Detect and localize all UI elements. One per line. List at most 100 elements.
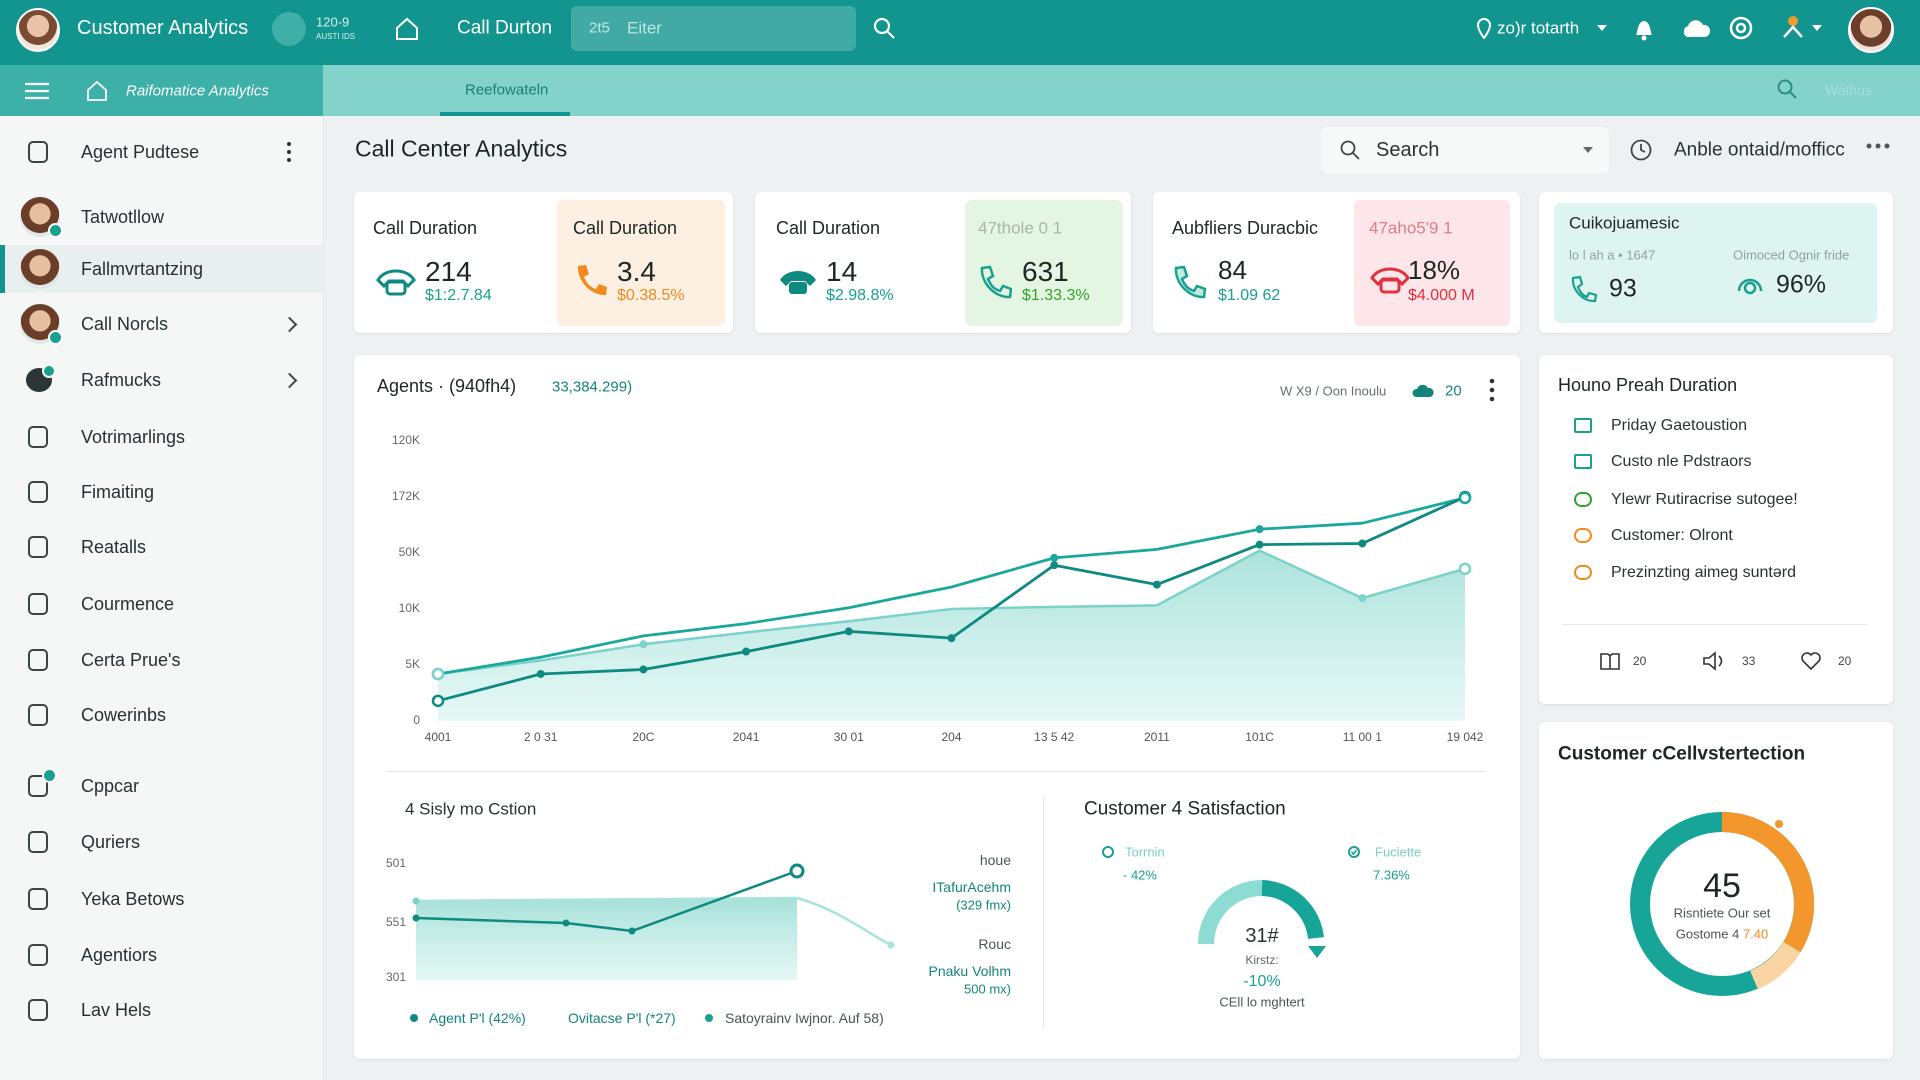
point	[1050, 561, 1059, 570]
point	[431, 667, 445, 681]
phone-icon	[1174, 265, 1207, 299]
more-icon[interactable]	[1866, 142, 1890, 150]
search-label: Search	[1376, 139, 1440, 161]
legend-label[interactable]: Ovitacse P'l (*27)	[568, 1010, 676, 1026]
nav-link[interactable]: Call Durton	[457, 17, 553, 39]
y-tick-label: 50K	[399, 545, 420, 559]
y-tick-label: 5K	[405, 657, 420, 671]
y-tick-label: 551	[386, 915, 406, 929]
tab[interactable]: Reefowateln	[465, 81, 549, 99]
list-item[interactable]: Customer: Olront	[1611, 527, 1733, 544]
point	[1358, 539, 1367, 548]
point	[1358, 594, 1367, 603]
point	[742, 647, 751, 656]
badge-sub: AUSTI IDS	[316, 32, 356, 41]
sidebar-item[interactable]	[0, 523, 323, 571]
search-box[interactable]	[571, 6, 856, 51]
donut-segment	[1721, 811, 1815, 953]
sidebar-label: Rafmucks	[81, 370, 162, 390]
kpi-highlight-label: Call Duration	[573, 218, 678, 238]
legend-dot	[705, 1014, 713, 1022]
status-dot	[48, 330, 63, 345]
user-avatar[interactable]	[16, 8, 60, 52]
more-icon[interactable]	[1488, 378, 1496, 402]
kebab-dot[interactable]	[287, 150, 291, 154]
cloud-icon[interactable]	[1680, 17, 1712, 39]
point	[536, 669, 545, 678]
sub-search-hint: Wathus	[1825, 82, 1872, 98]
trend-marker	[562, 919, 570, 927]
trend-marker	[412, 914, 420, 922]
item-icon	[28, 888, 48, 910]
x-tick-label: 13 5 42	[1034, 730, 1074, 744]
point	[844, 627, 853, 636]
legend-label[interactable]: Agent P'l (42%)	[429, 1010, 526, 1026]
sidebar-label: Agentiors	[81, 945, 158, 965]
breadcrumb[interactable]: Raifomatice Analytics	[126, 82, 269, 100]
satisfaction-left-label: Torrnin	[1125, 844, 1165, 860]
kpi-highlight-value: 3.4	[617, 256, 656, 287]
x-tick-label: 19 042	[1447, 730, 1484, 744]
list-item[interactable]: Custo nle Pdstraors	[1611, 453, 1752, 470]
filter-label[interactable]: Anble ontaid/mofficc	[1674, 139, 1845, 161]
sidebar-item[interactable]	[0, 986, 323, 1034]
donut-line: Risntiete Our set	[1673, 905, 1771, 921]
trend-chart: 501 551 301	[386, 856, 895, 984]
x-tick-label: 2041	[733, 730, 760, 744]
list-icon	[1574, 492, 1592, 507]
y-tick-label: 501	[386, 856, 406, 870]
list-item[interactable]: Prezinzting aimeg suntərd	[1611, 564, 1796, 581]
sidebar-label: Call Norcls	[81, 314, 169, 334]
point	[1255, 540, 1264, 549]
legend-label[interactable]: Satoyrainv Iwjnor. Auf 58)	[725, 1010, 884, 1026]
kebab-dot[interactable]	[287, 142, 291, 146]
target-icon[interactable]	[1728, 15, 1754, 41]
trend-label: houe	[979, 852, 1011, 868]
list-item[interactable]: Ylewr Rutiracrise sutogee!	[1611, 491, 1798, 508]
stat-value: 20	[1633, 654, 1647, 668]
trend-label: Pnaku Volhm	[928, 963, 1012, 979]
sidebar-item[interactable]	[0, 818, 323, 866]
menu-icon[interactable]	[25, 81, 49, 101]
location-text[interactable]: zo)r totarth	[1497, 18, 1580, 38]
kpi-label: Call Duration	[373, 218, 478, 238]
donut-highlight: 7.40	[1742, 926, 1769, 942]
search-icon[interactable]	[872, 16, 896, 40]
y-tick-label: 0	[413, 713, 420, 727]
point	[1050, 553, 1059, 562]
tab-indicator	[440, 112, 570, 116]
header-search[interactable]	[1321, 127, 1609, 173]
sidebar-label: Votrimarlings	[81, 427, 186, 447]
gauge-value: 31#	[1245, 925, 1279, 947]
kpi-wide-title: Cuikojuamesic	[1569, 213, 1680, 233]
apps-icon[interactable]	[1778, 13, 1808, 43]
bell-icon[interactable]	[1632, 16, 1656, 42]
kebab-dot[interactable]	[287, 158, 291, 162]
cloud-icon	[1412, 384, 1434, 397]
sidebar-label: Quriers	[81, 832, 141, 852]
home-icon[interactable]	[394, 16, 420, 42]
point	[1152, 580, 1161, 589]
sub-search-icon[interactable]	[1776, 78, 1798, 100]
agent-avatar	[20, 249, 60, 289]
kpi-value: 214	[425, 256, 472, 287]
sub-bar-left	[0, 65, 323, 116]
legend-dot	[410, 1014, 418, 1022]
status-dot	[42, 364, 56, 378]
donut-card	[1539, 722, 1893, 1059]
sidebar-label: Tatwotllow	[81, 207, 165, 227]
sidebar-item[interactable]	[0, 468, 323, 516]
caret	[1583, 147, 1593, 153]
top-bar	[0, 0, 1920, 65]
x-tick-label: 2011	[1144, 730, 1170, 744]
trend-marker	[628, 927, 636, 935]
profile-avatar[interactable]	[1848, 7, 1894, 53]
kpi-highlight-label: 47thole 0 1	[978, 218, 1063, 238]
item-icon	[28, 831, 48, 853]
list-icon	[1574, 565, 1592, 580]
sidebar-label: Cppcar	[81, 776, 140, 796]
list-item[interactable]: Priday Gaetoustion	[1611, 417, 1748, 434]
sidebar-label: Courmence	[81, 594, 175, 614]
sidebar-item[interactable]	[0, 931, 323, 979]
